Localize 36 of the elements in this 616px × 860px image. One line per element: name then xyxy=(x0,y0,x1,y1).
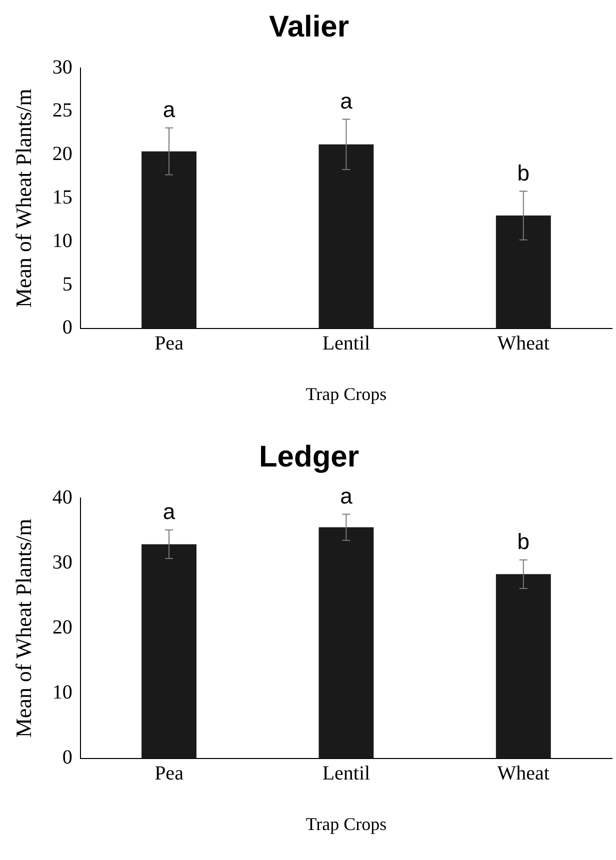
y-tick-label: 10 xyxy=(52,682,72,704)
x-axis-title: Trap Crops xyxy=(306,384,387,404)
y-tick-label: 30 xyxy=(52,551,72,574)
annotation: a xyxy=(340,483,354,508)
y-axis-title: Mean of Wheat Plants/m xyxy=(10,88,36,308)
y-tick-label: 5 xyxy=(62,273,72,296)
y-axis-title: Mean of Wheat Plants/m xyxy=(10,518,36,738)
annotation: a xyxy=(162,498,176,524)
y-tick-label: 0 xyxy=(62,316,72,339)
x-tick-label: Pea xyxy=(154,762,184,785)
x-axis-title: Trap Crops xyxy=(306,814,387,834)
x-tick-label: Lentil xyxy=(322,332,371,355)
y-tick-label: 0 xyxy=(62,746,72,769)
x-tick-label: Lentil xyxy=(322,762,371,785)
bar xyxy=(318,144,374,328)
annotation: a xyxy=(162,96,176,122)
y-tick-label: 20 xyxy=(52,616,72,638)
bar xyxy=(496,574,551,758)
bar xyxy=(318,527,374,758)
bar xyxy=(142,544,196,758)
bar xyxy=(142,151,196,328)
x-tick-label: Pea xyxy=(154,332,184,355)
y-tick-label: 40 xyxy=(52,486,72,508)
x-tick-label: Wheat xyxy=(497,332,550,355)
x-tick-label: Wheat xyxy=(497,762,550,785)
y-tick-label: 10 xyxy=(52,230,72,252)
y-tick-label: 15 xyxy=(52,186,72,208)
y-tick-label: 20 xyxy=(52,143,72,166)
y-tick-label: 30 xyxy=(52,56,72,78)
annotation: b xyxy=(517,528,530,554)
chart-title: Valier xyxy=(268,10,350,44)
y-tick-label: 25 xyxy=(52,100,72,122)
annotation: b xyxy=(517,160,530,186)
chart-title: Ledger xyxy=(258,440,360,474)
annotation: a xyxy=(340,88,354,114)
bar xyxy=(496,216,551,328)
